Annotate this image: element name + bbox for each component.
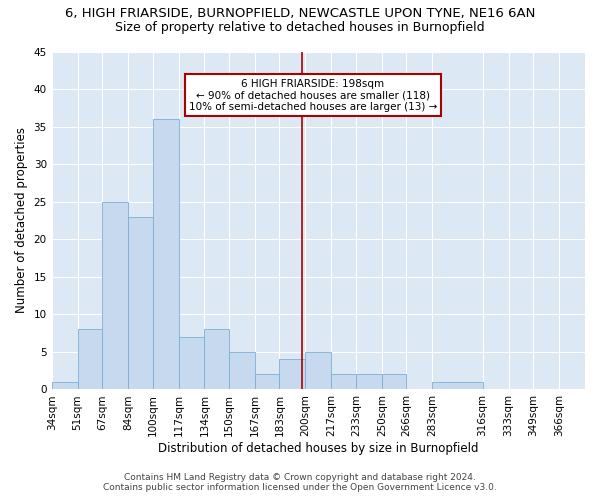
Bar (77, 330, 102, 390)
Bar (382, 374, 406, 390)
Bar (432, 382, 482, 390)
Bar (255, 374, 280, 390)
Text: 6 HIGH FRIARSIDE: 198sqm
← 90% of detached houses are smaller (118)
10% of semi-: 6 HIGH FRIARSIDE: 198sqm ← 90% of detach… (189, 78, 437, 112)
Bar (280, 360, 305, 390)
Bar (179, 337, 205, 390)
Bar (305, 352, 331, 390)
Bar (205, 330, 229, 390)
X-axis label: Distribution of detached houses by size in Burnopfield: Distribution of detached houses by size … (158, 442, 479, 455)
Bar (128, 216, 152, 390)
Text: Contains HM Land Registry data © Crown copyright and database right 2024.
Contai: Contains HM Land Registry data © Crown c… (103, 473, 497, 492)
Bar (52, 382, 77, 390)
Bar (356, 374, 382, 390)
Y-axis label: Number of detached properties: Number of detached properties (15, 128, 28, 314)
Text: Size of property relative to detached houses in Burnopfield: Size of property relative to detached ho… (115, 21, 485, 34)
Bar (102, 202, 128, 390)
Text: 6, HIGH FRIARSIDE, BURNOPFIELD, NEWCASTLE UPON TYNE, NE16 6AN: 6, HIGH FRIARSIDE, BURNOPFIELD, NEWCASTL… (65, 8, 535, 20)
Bar (152, 119, 179, 390)
Bar (331, 374, 356, 390)
Bar (229, 352, 255, 390)
